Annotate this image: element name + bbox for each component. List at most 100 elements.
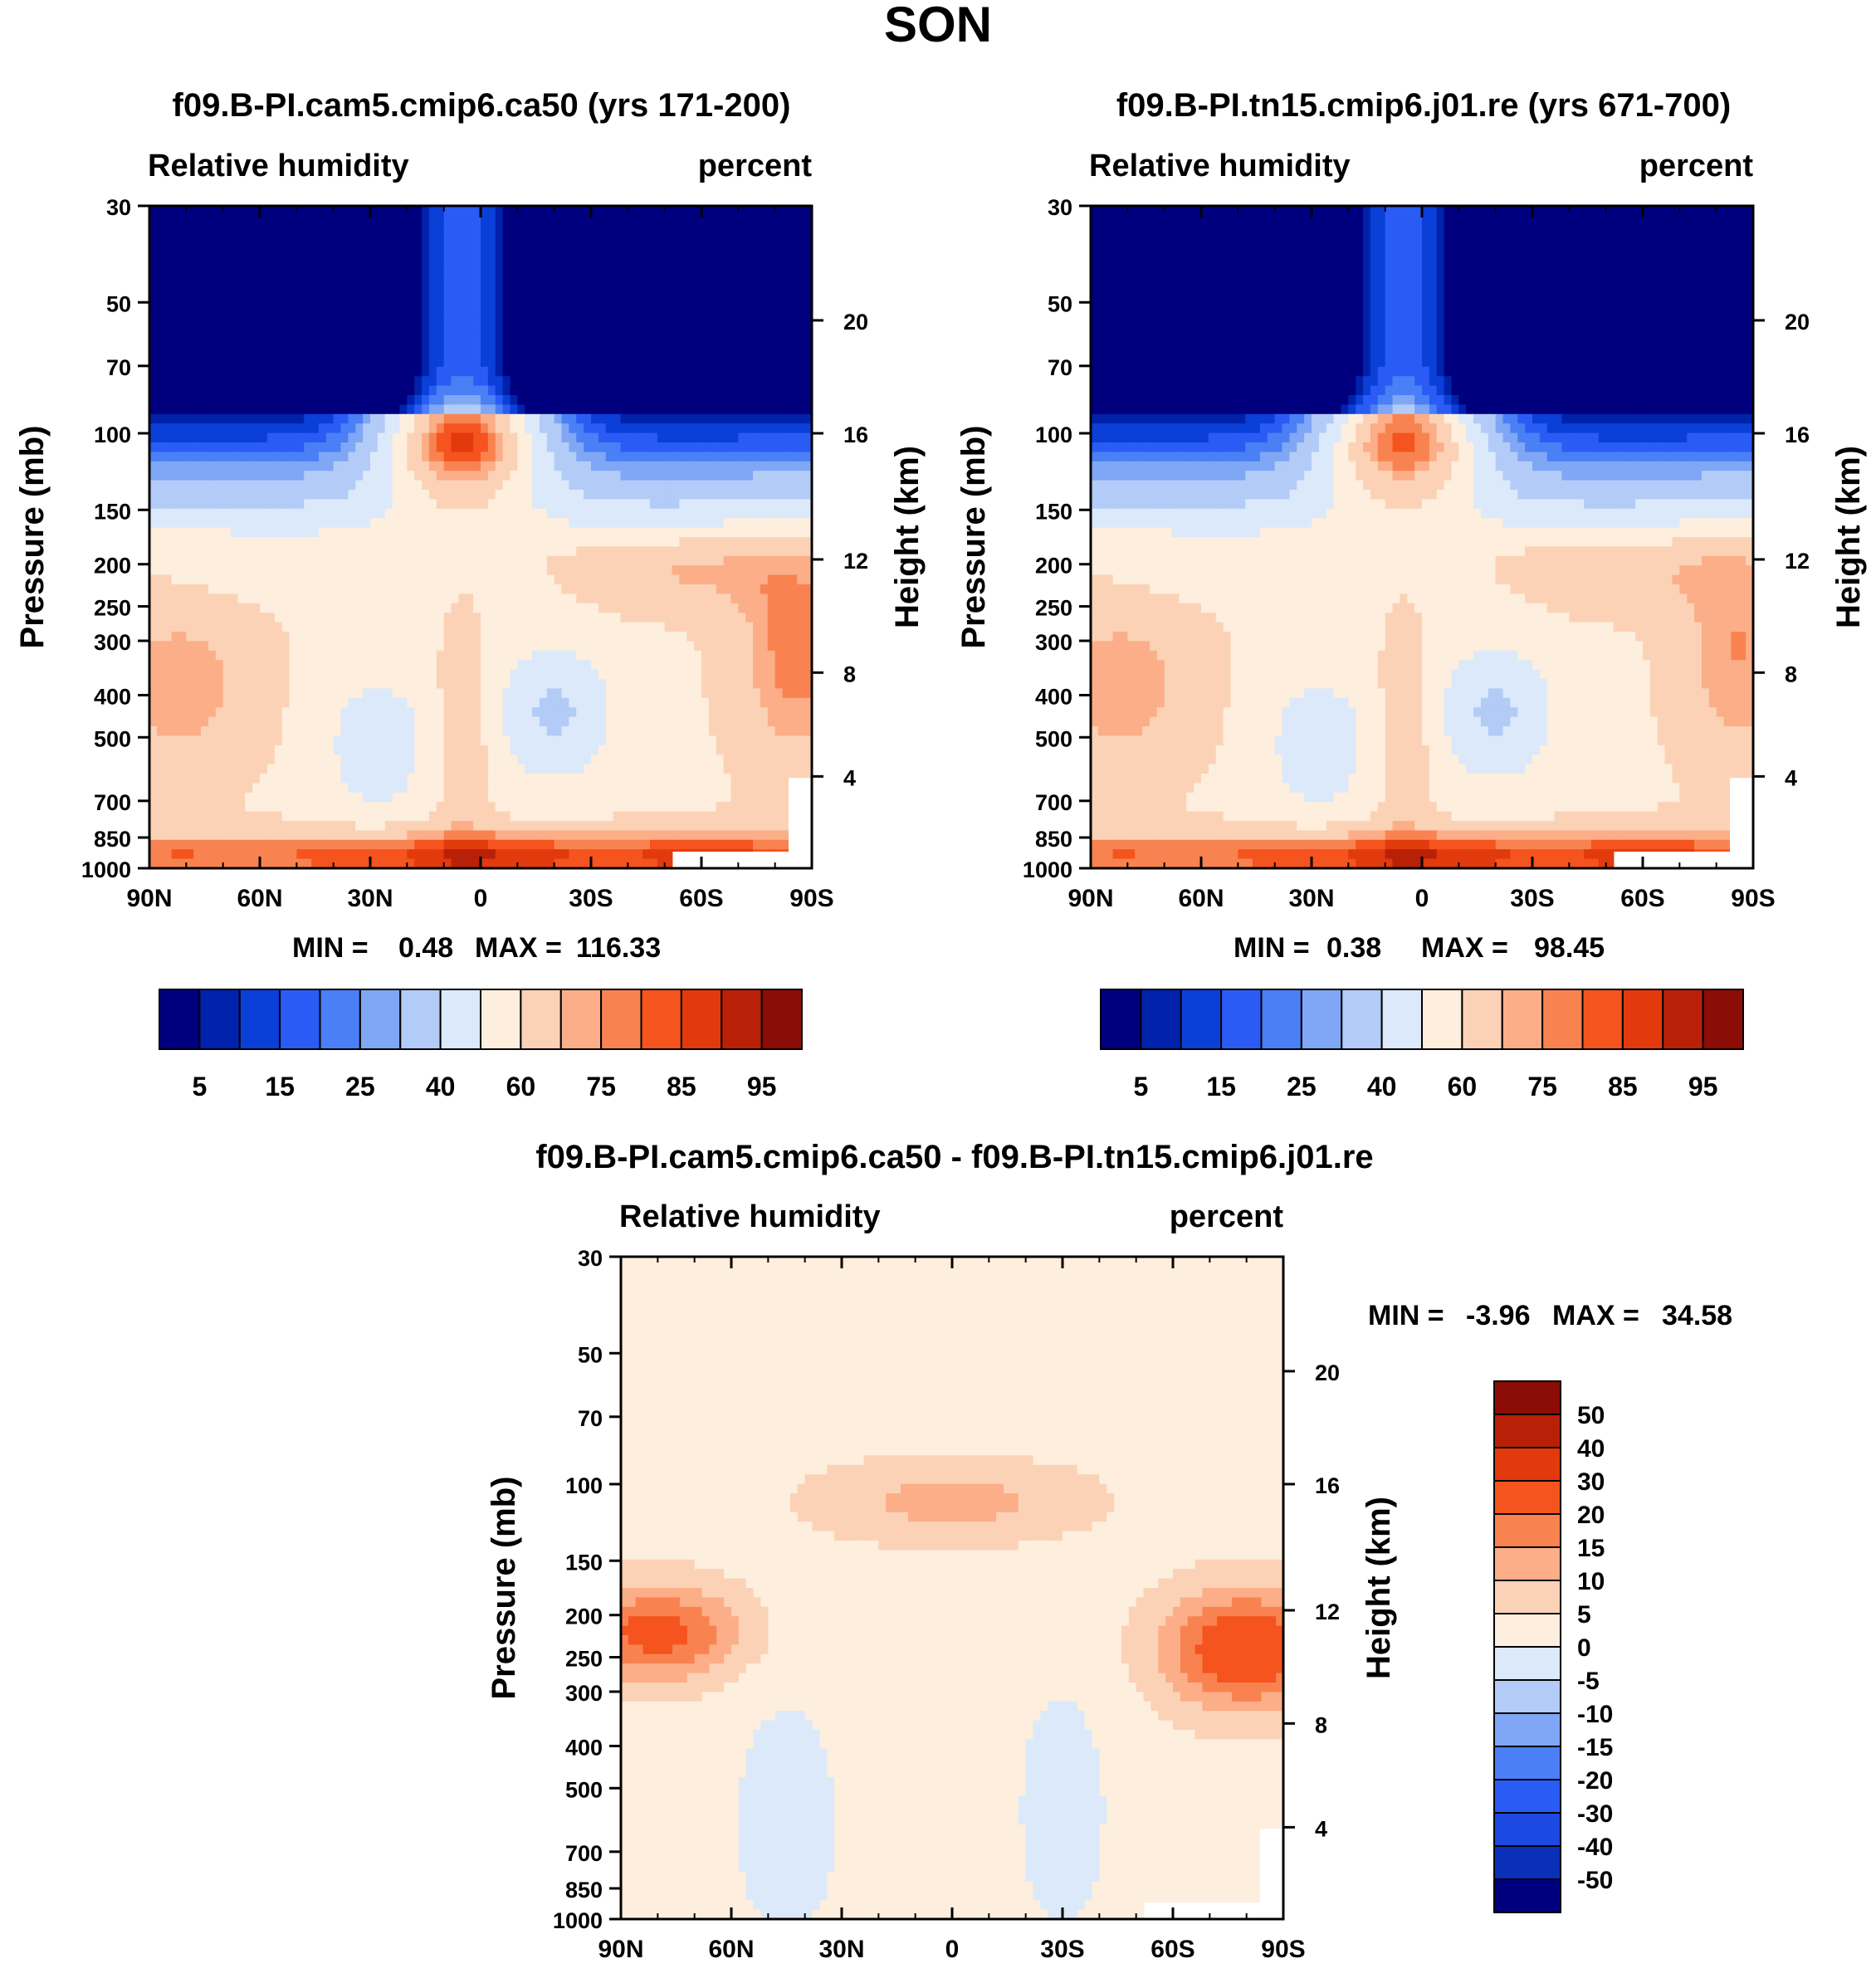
panel-left-x-tick-label: 60S — [679, 885, 723, 912]
panel-right-colorbar-swatch — [1302, 989, 1341, 1049]
panel-diff-colorbar-swatch — [1494, 1481, 1561, 1514]
left-stats-min-label: MIN = — [292, 932, 369, 964]
panel-diff-y-tick-label: 30 — [578, 1246, 603, 1271]
panel-right-y2-tick-label: 20 — [1785, 310, 1810, 335]
panel-diff-y-tick-label: 250 — [565, 1647, 603, 1672]
panel-left-colorbar-swatch — [601, 989, 641, 1049]
panel-left-y-tick-label: 50 — [106, 291, 131, 316]
panel-left-colorbar-label: 60 — [506, 1072, 536, 1101]
panel-left-colorbar-swatch — [159, 989, 199, 1049]
panel-right-colorbar-label: 85 — [1608, 1072, 1638, 1101]
diff-panel-title: f09.B-PI.cam5.cmip6.ca50 - f09.B-PI.tn15… — [535, 1139, 1373, 1175]
panel-right-x-tick-label: 90N — [1067, 885, 1113, 912]
panel-diff-colorbar-swatch — [1494, 1514, 1561, 1547]
panel-diff-x-tick-label: 60S — [1151, 1936, 1194, 1963]
panel-left-missing-data — [789, 778, 812, 868]
panel-right-colorbar-label: 60 — [1448, 1072, 1478, 1101]
panel-diff-colorbar-swatch — [1494, 1381, 1561, 1414]
panel-left-colorbar-swatch — [320, 989, 360, 1049]
panel-diff-colorbar-label: 15 — [1577, 1535, 1605, 1562]
right-panel-title: f09.B-PI.tn15.cmip6.j01.re (yrs 671-700) — [1116, 87, 1731, 124]
panel-right-colorbar-swatch — [1341, 989, 1381, 1049]
panel-right-colorbar-swatch — [1181, 989, 1221, 1049]
panel-right-x-tick-label: 30N — [1288, 885, 1334, 912]
panel-left-x-tick-label: 90N — [126, 885, 172, 912]
panel-diff-y2-tick-label: 8 — [1315, 1712, 1327, 1737]
panel-right-colorbar-swatch — [1583, 989, 1623, 1049]
panel-left-colorbar-swatch — [682, 989, 721, 1049]
panel-right-colorbar-label: 40 — [1367, 1072, 1397, 1101]
panel-left-colorbar-swatch — [280, 989, 320, 1049]
panel-left-y-tick-label: 250 — [94, 596, 131, 621]
panel-diff-colorbar-label: -15 — [1577, 1734, 1613, 1761]
panel-left-y2-axis-title: Height (km) — [889, 446, 926, 628]
panel-right-y-tick-label: 1000 — [1023, 857, 1072, 882]
panel-diff-x-tick-label: 90S — [1261, 1936, 1305, 1963]
right-variable-label: Relative humidity — [1089, 149, 1351, 183]
panel-diff-missing-data — [1260, 1829, 1283, 1919]
panel-right-colorbar-label: 5 — [1133, 1072, 1148, 1101]
panel-left-colorbar-swatch — [400, 989, 440, 1049]
panel-diff-x-tick-label: 0 — [945, 1936, 960, 1963]
panel-left-colorbar-label: 15 — [265, 1072, 295, 1101]
panel-right-colorbar-swatch — [1542, 989, 1582, 1049]
panel-diff-colorbar-label: 20 — [1577, 1502, 1605, 1529]
panel-left-colorbar-swatch — [561, 989, 601, 1049]
panel-right-missing-data — [1730, 778, 1753, 868]
panel-diff-y-tick-label: 100 — [565, 1473, 603, 1498]
panel-diff-colorbar-label: 10 — [1577, 1568, 1605, 1595]
panel-left-colorbar-label: 95 — [747, 1072, 777, 1101]
panel-left-y-tick-label: 70 — [106, 355, 131, 380]
panel-right-y2-tick-label: 4 — [1785, 765, 1797, 790]
panel-diff-colorbar-swatch — [1494, 1780, 1561, 1813]
panel-right-y-tick-label: 850 — [1035, 827, 1072, 852]
panel-right-y-tick-label: 50 — [1048, 291, 1072, 316]
panel-left-colorbar-swatch — [199, 989, 239, 1049]
panel-diff-colorbar-swatch — [1494, 1713, 1561, 1746]
left-stats-max: 116.33 — [576, 932, 661, 964]
panel-left-colorbar-swatch — [360, 989, 400, 1049]
left-stats-max-label: MAX = — [475, 932, 562, 964]
panel-right-colorbar-swatch — [1101, 989, 1141, 1049]
panel-right-y-tick-label: 100 — [1035, 422, 1072, 447]
panel-right-y-tick-label: 500 — [1035, 726, 1072, 751]
panel-right-y2-tick-label: 12 — [1785, 549, 1810, 574]
panel-right-colorbar-swatch — [1221, 989, 1261, 1049]
panel-left-y-tick-label: 30 — [106, 195, 131, 220]
left-stats-min: 0.48 — [398, 932, 453, 964]
panel-right-y2-tick-label: 16 — [1785, 422, 1810, 447]
panel-left-colorbar-swatch — [642, 989, 682, 1049]
panel-diff-colorbar-swatch — [1494, 1547, 1561, 1580]
right-units-label: percent — [1639, 149, 1754, 183]
panel-diff-y2-tick-label: 16 — [1315, 1473, 1340, 1498]
panel-diff-y-tick-label: 70 — [578, 1406, 603, 1431]
panel-right-x-tick-label: 0 — [1415, 885, 1429, 912]
panel-left-x-tick-label: 30N — [347, 885, 393, 912]
diff-variable-label: Relative humidity — [619, 1199, 881, 1234]
panel-right-colorbar-swatch — [1462, 989, 1502, 1049]
panel-right-colorbar-label: 15 — [1206, 1072, 1236, 1101]
panel-left-y-tick-label: 1000 — [81, 857, 131, 882]
panel-right-x-tick-label: 30S — [1510, 885, 1554, 912]
panel-left-y2-tick-label: 20 — [843, 310, 868, 335]
panel-right-colorbar-swatch — [1262, 989, 1302, 1049]
panel-diff-colorbar-label: 0 — [1577, 1634, 1591, 1662]
panel-diff-colorbar-swatch — [1494, 1746, 1561, 1780]
panel-diff-x-tick-label: 90N — [598, 1936, 643, 1963]
panel-right-y2-axis-title: Height (km) — [1830, 446, 1867, 628]
left-variable-label: Relative humidity — [148, 149, 409, 183]
panel-diff-colorbar-swatch — [1494, 1680, 1561, 1713]
panel-right-y-tick-label: 700 — [1035, 790, 1072, 815]
panel-left-colorbar-label: 5 — [192, 1072, 207, 1101]
panel-diff-y-tick-label: 1000 — [553, 1908, 603, 1933]
panel-left-y-tick-label: 500 — [94, 726, 131, 751]
panel-right-colorbar-swatch — [1502, 989, 1542, 1049]
diff-units-label: percent — [1170, 1199, 1284, 1234]
panel-diff-colorbar-label: -40 — [1577, 1834, 1613, 1861]
panel-diff-y-tick-label: 400 — [565, 1735, 603, 1760]
panel-left-x-tick-label: 90S — [789, 885, 833, 912]
panel-right-colorbar-swatch — [1141, 989, 1180, 1049]
